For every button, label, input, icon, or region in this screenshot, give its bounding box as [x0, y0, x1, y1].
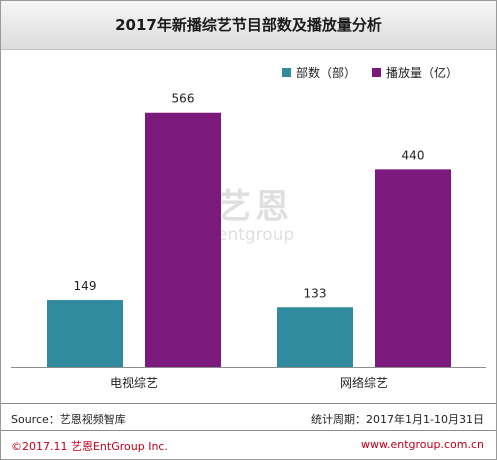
data-label-views-1: 440 [402, 148, 425, 162]
footer-divider-bottom [1, 430, 496, 431]
bar-views-1 [375, 169, 451, 367]
footer-period: 统计周期：2017年1月1-10月31日 [311, 413, 484, 426]
bar-count-0 [47, 300, 123, 367]
legend-swatch-count [281, 68, 291, 77]
watermark-name-cn: 艺恩 [217, 187, 293, 227]
title-band [1, 1, 496, 50]
data-label-views-0: 566 [172, 92, 195, 106]
category-label-0: 电视综艺 [110, 375, 158, 390]
legend: 部数（部） 播放量（亿） [266, 64, 458, 81]
legend-label-views: 播放量（亿） [385, 66, 458, 80]
chart-title: 2017年新播综艺节目部数及播放量分析 [115, 16, 382, 34]
bar-views-0 [145, 112, 221, 367]
footer-divider-top [1, 403, 496, 404]
legend-label-count: 部数（部） [295, 66, 356, 80]
legend-swatch-views [371, 68, 381, 77]
category-label-1: 网络综艺 [340, 375, 388, 390]
data-label-count-0: 149 [74, 279, 97, 293]
legend-item-views: 播放量（亿） [371, 64, 458, 81]
footer-source: Source：艺恩视频智库 [11, 413, 126, 426]
bar-count-1 [277, 307, 353, 367]
footer-copyright: ©2017.11 艺恩EntGroup Inc. [11, 440, 168, 453]
data-label-count-1: 133 [304, 286, 327, 300]
bar-chart-plot: 149 566 电视综艺 133 440 网络综艺 [11, 92, 486, 390]
legend-item-count: 部数（部） [281, 64, 356, 81]
footer-website: www.entgroup.com.cn [361, 438, 484, 451]
watermark-name-en: entgroup [217, 225, 295, 245]
